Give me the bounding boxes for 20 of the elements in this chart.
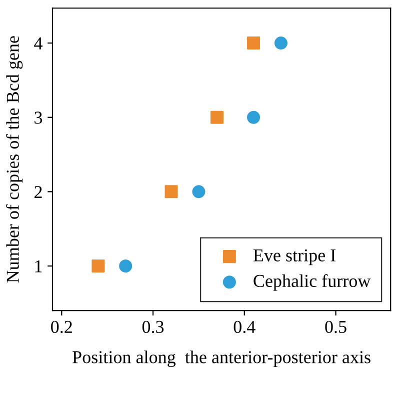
point [210, 110, 224, 124]
y-axis-title: Number of copies of the Bcd gene [6, 36, 23, 283]
point [274, 36, 288, 50]
point [164, 185, 178, 198]
x-tick-label: 0.5 [325, 320, 346, 334]
x-tick-label: 0.2 [51, 320, 72, 334]
point [92, 259, 105, 273]
y-tick-label: 3 [34, 112, 42, 124]
point [247, 36, 260, 50]
point [192, 185, 206, 198]
point [247, 110, 260, 124]
x-tick-label: 0.4 [234, 320, 256, 334]
legend-label: Cephalic furrow [254, 274, 371, 291]
point [119, 259, 132, 273]
x-tick-label: 0.3 [142, 320, 164, 334]
x-axis-title: Position along the anterior-posterior axis [72, 350, 370, 367]
legend-label: Eve stripe I [253, 249, 336, 266]
y-tick-label: 4 [34, 37, 42, 50]
y-tick-label: 2 [34, 186, 42, 198]
y-tick-label: 1 [35, 260, 42, 272]
